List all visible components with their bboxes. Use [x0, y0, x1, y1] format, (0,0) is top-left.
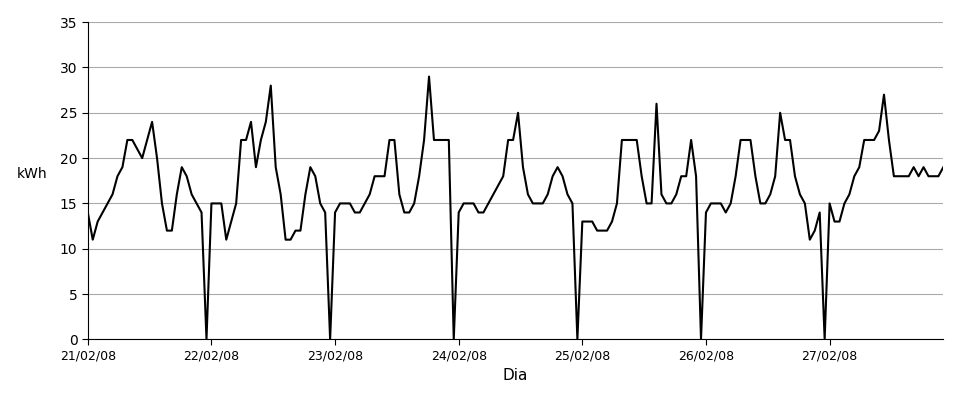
- Y-axis label: kWh: kWh: [16, 167, 47, 181]
- X-axis label: Dia: Dia: [503, 368, 528, 383]
